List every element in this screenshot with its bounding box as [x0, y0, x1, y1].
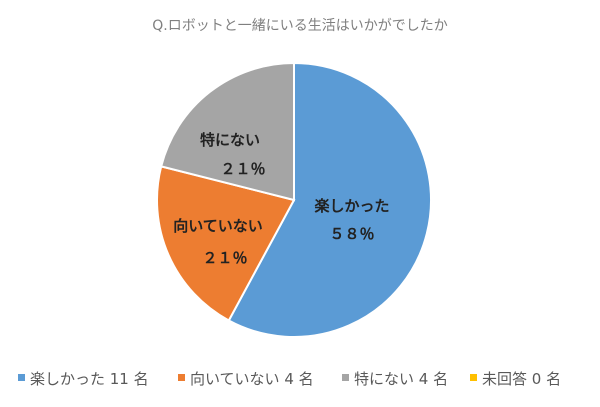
legend-marker-0 [18, 374, 25, 381]
slice-label-name-2: 特にない [200, 131, 260, 149]
pie-slice-0 [227, 61, 432, 338]
slice-label-name-1: 向いていない [173, 217, 263, 235]
legend-marker-3 [470, 374, 477, 381]
pie-slices [156, 61, 432, 338]
slice-label-name-0: 楽しかった [314, 197, 389, 215]
chart-title: Q.ロボットと一緒にいる生活はいかがでしたか [152, 18, 447, 34]
slice-label-pct-0: ５８％ [329, 225, 374, 243]
legend-entry-3: 未回答 0 名 [482, 370, 561, 388]
legend-entry-1: 向いていない 4 名 [190, 370, 314, 388]
slice-label-pct-2: ２１％ [220, 160, 265, 178]
legend-marker-1 [178, 374, 185, 381]
legend: 楽しかった 11 名 向いていない 4 名 特にない 4 名 未回答 0 名 [18, 370, 561, 388]
legend-marker-2 [342, 374, 349, 381]
legend-entry-2: 特にない 4 名 [354, 370, 448, 388]
pie-slice-1 [156, 165, 296, 322]
pie-slice-2 [159, 61, 295, 202]
legend-entry-0: 楽しかった 11 名 [30, 370, 149, 388]
slice-label-pct-1: ２１％ [202, 249, 247, 267]
slice-labels: 楽しかった ５８％ 向いていない ２１％ 特にない ２１％ [173, 131, 389, 267]
